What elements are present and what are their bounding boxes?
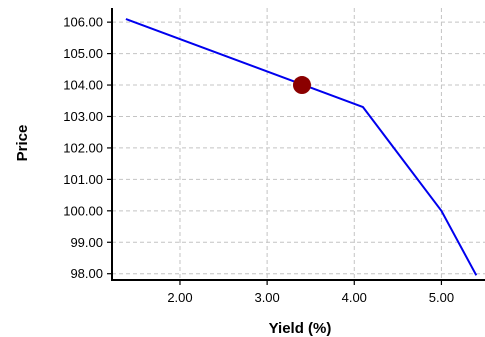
series-layer <box>125 18 478 276</box>
x-tick-label-0: 2.00 <box>167 290 192 305</box>
y-tick-label-3: 101.00 <box>63 172 103 187</box>
tick-labels: 2.00 3.00 4.00 5.00 98.00 99.00 100.00 101.00 10… <box>63 15 454 305</box>
y-tick-label-7: 105.00 <box>63 46 103 61</box>
x-axis-label: Yield (%) <box>269 320 332 337</box>
gridlines <box>112 8 485 280</box>
highlight-point <box>292 76 311 95</box>
y-tick-label-0: 98.00 <box>70 266 103 281</box>
y-tick-label-2: 100.00 <box>63 203 103 218</box>
x-tick-label-1: 3.00 <box>254 290 279 305</box>
x-tick-label-3: 5.00 <box>429 290 454 305</box>
series-line-0 <box>125 18 478 276</box>
y-tick-label-5: 103.00 <box>63 109 103 124</box>
y-tick-label-1: 99.00 <box>70 235 103 250</box>
y-tick-label-4: 102.00 <box>63 140 103 155</box>
y-tick-label-8: 106.00 <box>63 15 103 30</box>
y-tick-label-6: 104.00 <box>63 78 103 93</box>
y-axis-label: Price <box>14 125 31 162</box>
axes <box>111 8 485 281</box>
x-tick-label-2: 4.00 <box>342 290 367 305</box>
